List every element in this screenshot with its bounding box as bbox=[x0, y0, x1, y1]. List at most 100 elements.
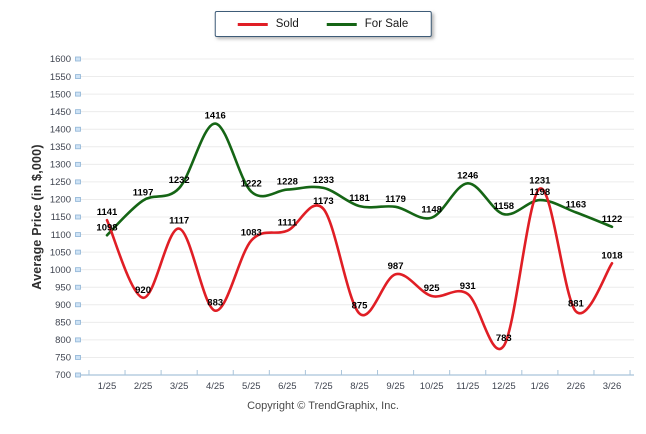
svg-text:783: 783 bbox=[496, 333, 512, 344]
svg-text:700: 700 bbox=[55, 370, 71, 381]
y-tick-marker bbox=[75, 197, 81, 202]
svg-text:1246: 1246 bbox=[457, 170, 478, 181]
y-tick-marker bbox=[75, 214, 81, 220]
svg-text:1222: 1222 bbox=[241, 179, 262, 190]
legend-item-for-sale[interactable]: For Sale bbox=[326, 18, 409, 30]
svg-text:1300: 1300 bbox=[50, 160, 71, 171]
svg-text:2/26: 2/26 bbox=[567, 381, 586, 392]
svg-text:12/25: 12/25 bbox=[492, 381, 516, 392]
y-tick-marker bbox=[75, 355, 81, 360]
svg-text:1150: 1150 bbox=[51, 212, 71, 223]
y-tick-marker bbox=[75, 109, 81, 115]
svg-text:1163: 1163 bbox=[566, 199, 587, 210]
svg-text:1000: 1000 bbox=[50, 265, 71, 276]
svg-text:5/25: 5/25 bbox=[242, 381, 261, 392]
svg-text:850: 850 bbox=[55, 318, 71, 329]
y-tick-marker bbox=[75, 179, 81, 185]
sold-line-swatch-icon bbox=[237, 22, 268, 26]
for-sale-series-line bbox=[105, 122, 614, 237]
svg-text:1179: 1179 bbox=[385, 194, 406, 205]
svg-text:1550: 1550 bbox=[50, 72, 71, 83]
y-axis-tick-labels: 1600 1550 1500 1450 1400 1350 1300 1250 1200 1150… bbox=[50, 54, 71, 381]
y-tick-marker bbox=[75, 337, 81, 343]
svg-text:9/25: 9/25 bbox=[386, 381, 405, 392]
svg-text:1098: 1098 bbox=[96, 222, 117, 233]
svg-text:6/25: 6/25 bbox=[278, 381, 297, 392]
svg-text:4/25: 4/25 bbox=[206, 381, 225, 392]
svg-text:3/25: 3/25 bbox=[170, 381, 189, 392]
svg-text:1416: 1416 bbox=[205, 111, 226, 122]
y-tick-marker bbox=[75, 144, 81, 150]
svg-text:881: 881 bbox=[568, 298, 585, 309]
sold-series-line bbox=[105, 187, 614, 351]
y-tick-marker bbox=[75, 91, 81, 97]
svg-text:1228: 1228 bbox=[277, 177, 298, 188]
svg-text:1158: 1158 bbox=[493, 201, 514, 212]
svg-text:900: 900 bbox=[55, 300, 71, 311]
svg-text:1018: 1018 bbox=[601, 250, 622, 261]
svg-text:800: 800 bbox=[55, 335, 71, 346]
copyright-text: Copyright © TrendGraphix, Inc. bbox=[247, 400, 399, 412]
svg-text:1141: 1141 bbox=[97, 207, 118, 218]
legend-label-sold: Sold bbox=[275, 18, 299, 30]
svg-text:1400: 1400 bbox=[50, 124, 71, 135]
svg-text:1500: 1500 bbox=[50, 89, 71, 100]
gridlines bbox=[75, 56, 634, 378]
y-tick-marker bbox=[75, 74, 81, 79]
svg-text:883: 883 bbox=[207, 298, 223, 309]
svg-text:1350: 1350 bbox=[50, 142, 71, 153]
svg-text:3/26: 3/26 bbox=[603, 381, 622, 392]
sold-data-labels: 1141 920 1117 883 1083 1111 1173 875 987 925 931 78… bbox=[97, 176, 623, 344]
svg-text:1600: 1600 bbox=[50, 54, 71, 65]
svg-text:7/25: 7/25 bbox=[314, 381, 333, 392]
y-tick-marker bbox=[75, 161, 81, 167]
svg-text:875: 875 bbox=[352, 301, 369, 312]
y-tick-marker bbox=[75, 249, 81, 255]
y-tick-marker bbox=[75, 284, 81, 290]
svg-text:1100: 1100 bbox=[51, 230, 71, 241]
svg-text:1231: 1231 bbox=[529, 176, 551, 187]
svg-text:1050: 1050 bbox=[50, 247, 71, 258]
svg-text:1083: 1083 bbox=[241, 228, 262, 239]
y-tick-marker bbox=[75, 372, 81, 378]
svg-text:1111: 1111 bbox=[278, 218, 298, 229]
svg-text:1117: 1117 bbox=[169, 216, 189, 227]
y-tick-marker bbox=[75, 56, 81, 62]
x-axis-tick-labels: 1/25 2/25 3/25 4/25 5/25 6/25 7/25 8/25 9/25 10/2… bbox=[98, 381, 622, 392]
svg-text:1200: 1200 bbox=[50, 195, 71, 206]
y-tick-marker bbox=[75, 302, 81, 308]
legend-item-sold[interactable]: Sold bbox=[237, 18, 299, 30]
svg-text:925: 925 bbox=[424, 283, 441, 294]
svg-text:1232: 1232 bbox=[169, 175, 190, 186]
svg-text:1450: 1450 bbox=[50, 107, 71, 118]
for-sale-line-swatch-icon bbox=[326, 22, 357, 26]
svg-text:1173: 1173 bbox=[313, 196, 334, 207]
y-axis-title: Average Price (in $,000) bbox=[30, 144, 44, 290]
svg-text:2/25: 2/25 bbox=[134, 381, 153, 392]
y-tick-marker bbox=[75, 232, 81, 237]
svg-text:1/26: 1/26 bbox=[531, 381, 550, 392]
svg-text:987: 987 bbox=[388, 261, 404, 272]
svg-text:1198: 1198 bbox=[530, 187, 551, 198]
y-tick-marker bbox=[75, 319, 81, 325]
svg-text:950: 950 bbox=[55, 282, 71, 293]
svg-text:1233: 1233 bbox=[313, 175, 334, 186]
svg-text:1/25: 1/25 bbox=[98, 381, 117, 392]
legend-box: Sold For Sale bbox=[214, 11, 432, 37]
y-tick-marker bbox=[75, 267, 81, 273]
svg-text:11/25: 11/25 bbox=[456, 381, 479, 392]
svg-text:1181: 1181 bbox=[349, 193, 370, 204]
legend-label-for-sale: For Sale bbox=[364, 18, 409, 30]
svg-text:8/25: 8/25 bbox=[350, 381, 369, 392]
svg-text:1250: 1250 bbox=[50, 177, 71, 188]
svg-text:10/25: 10/25 bbox=[420, 381, 444, 392]
svg-text:1197: 1197 bbox=[133, 187, 154, 198]
svg-text:750: 750 bbox=[55, 353, 71, 364]
svg-text:1122: 1122 bbox=[602, 214, 623, 225]
for-sale-data-labels: 1098 1197 1232 1416 1222 1228 1233 1181 1179 1148… bbox=[96, 111, 622, 234]
svg-text:931: 931 bbox=[460, 281, 477, 292]
svg-text:1148: 1148 bbox=[421, 205, 442, 216]
y-tick-marker bbox=[75, 126, 81, 132]
